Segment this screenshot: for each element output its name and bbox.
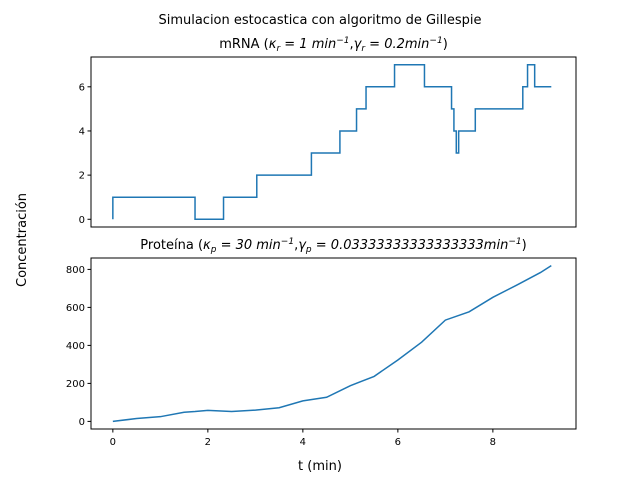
protein-title-superscript: −1: [281, 237, 294, 247]
mrna-y-tick-label: 0: [79, 215, 85, 226]
mrna-y-tick-label: 4: [79, 126, 85, 137]
protein-y-tick-label: 0: [79, 417, 85, 428]
mrna-title-separator: ,: [350, 37, 354, 52]
mrna-title-separator: ): [443, 37, 448, 52]
protein-title: Proteína (κp = 30 min−1,γp = 0.033333333…: [140, 237, 526, 255]
protein-y-tick-label: 800: [66, 265, 85, 276]
protein-title-superscript: −1: [508, 237, 521, 247]
y-axis-label: Concentración: [15, 193, 30, 287]
protein-title-subscript: p: [305, 245, 312, 255]
mrna-title-text: mRNA (: [219, 37, 269, 52]
mrna-y-tick-label: 2: [79, 171, 85, 182]
mrna-y-tick-label: 6: [79, 82, 85, 93]
protein-x-tick-label: 0: [110, 437, 116, 448]
protein-title-symbol: κ: [203, 238, 211, 253]
mrna-series-line: [112, 63, 552, 221]
mrna-title-unit: = 1 min: [280, 37, 336, 52]
protein-title-separator: ,: [294, 238, 298, 253]
protein-title-subscript: p: [210, 245, 217, 255]
mrna-title: mRNA (κr = 1 min−1,γr = 0.2min−1): [219, 36, 448, 54]
protein-y-tick-label: 600: [66, 303, 85, 314]
mrna-title-symbol: γ: [354, 37, 363, 52]
mrna-title-symbol: κ: [269, 37, 277, 52]
protein-y-tick-label: 200: [66, 379, 85, 390]
mrna-axes-frame: [90, 56, 577, 228]
protein-title-unit: = 30 min: [216, 238, 280, 253]
protein-title-symbol: γ: [298, 238, 307, 253]
x-axis-label: t (min): [298, 459, 342, 474]
protein-axes: Proteína (κp = 30 min−1,γp = 0.033333333…: [66, 237, 577, 448]
mrna-title-subscript: r: [361, 44, 366, 54]
protein-axes-frame: [90, 257, 577, 430]
mrna-title-subscript: r: [276, 44, 281, 54]
mrna-title-unit: = 0.2min: [365, 37, 429, 52]
protein-title-separator: ): [522, 238, 527, 253]
protein-title-text: Proteína (: [140, 238, 203, 253]
figure-suptitle: Simulacion estocastica con algoritmo de …: [158, 13, 481, 28]
protein-x-tick-label: 6: [395, 437, 401, 448]
protein-x-tick-label: 8: [490, 437, 496, 448]
protein-x-tick-label: 2: [205, 437, 211, 448]
protein-series-line: [112, 264, 552, 423]
protein-x-tick-label: 4: [300, 437, 306, 448]
protein-title-unit: = 0.03333333333333333min: [312, 238, 509, 253]
mrna-title-superscript: −1: [336, 36, 349, 46]
protein-y-tick-label: 400: [66, 341, 85, 352]
mrna-title-superscript: −1: [429, 36, 442, 46]
